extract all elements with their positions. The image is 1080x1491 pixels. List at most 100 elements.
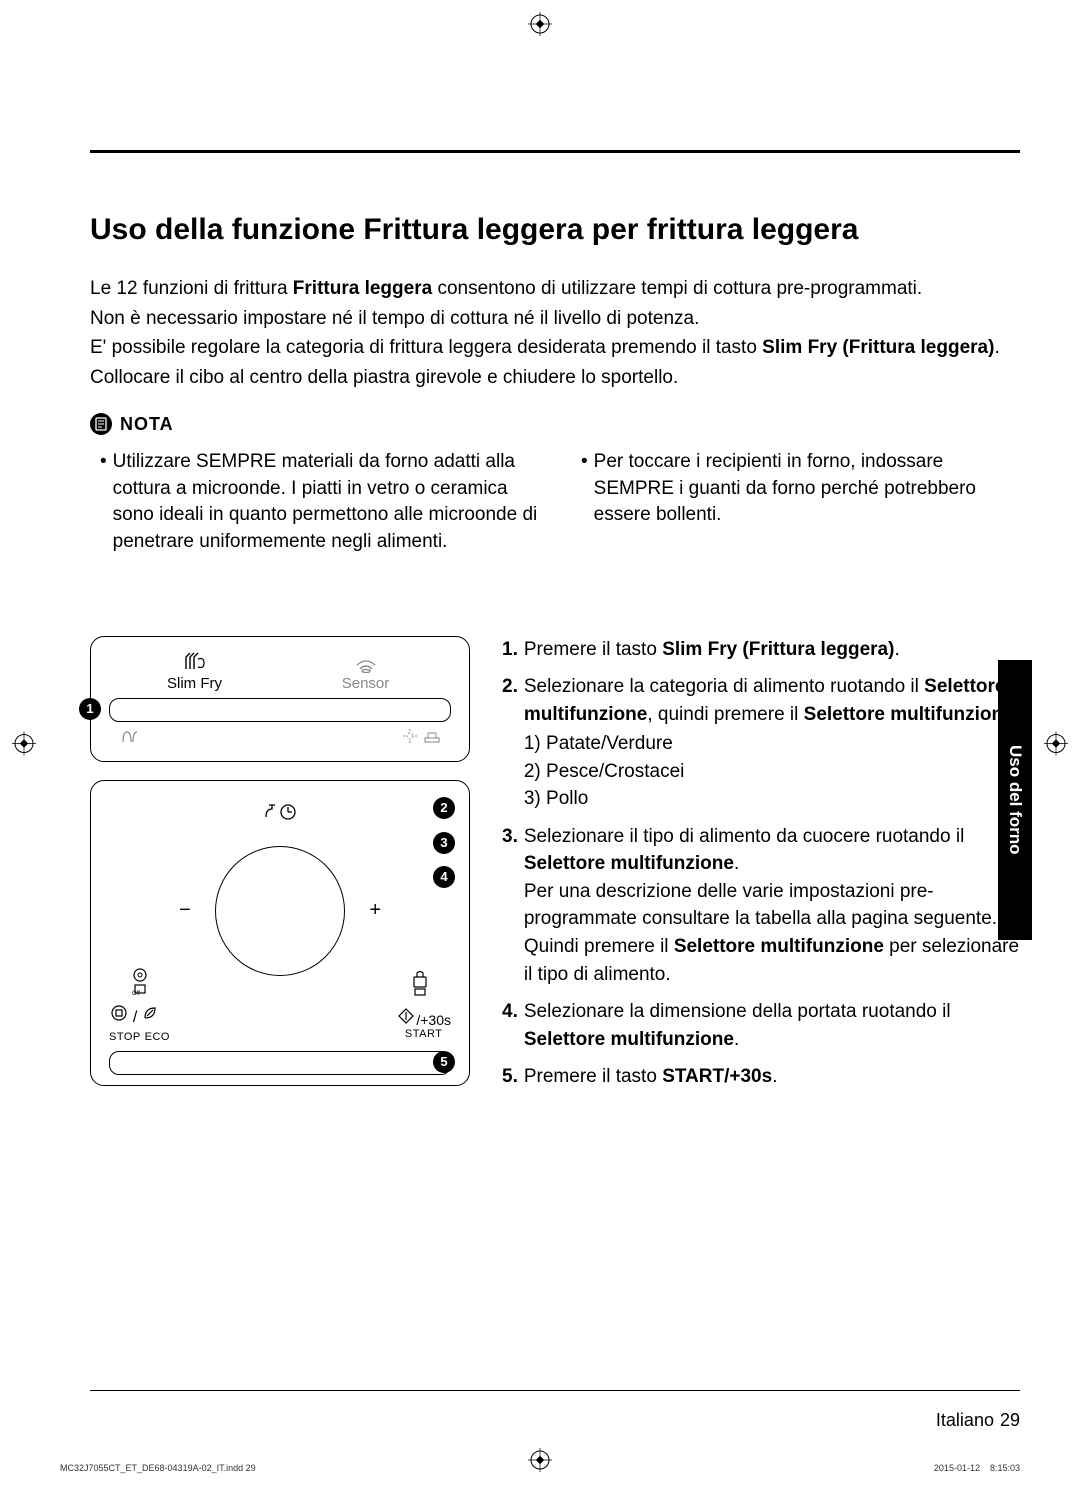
nota-label: NOTA <box>120 414 174 435</box>
callout-2: 2 <box>433 797 455 819</box>
sensor-label: Sensor <box>342 675 390 692</box>
step-5-a: Premere il tasto <box>524 1066 662 1087</box>
callout-4: 4 <box>433 866 455 888</box>
step-5-b: START/+30s <box>662 1066 772 1087</box>
lock-icon-right <box>409 967 431 1002</box>
step-1: 1. Premere il tasto Slim Fry (Frittura l… <box>502 636 1020 664</box>
crop-mark-bottom-icon <box>528 1448 552 1477</box>
bullet-dot: • <box>581 449 588 529</box>
step-2: 2. Selezionare la categoria di alimento … <box>502 673 1020 813</box>
step-5: 5. Premere il tasto START/+30s. <box>502 1063 1020 1091</box>
step-1-a: Premere il tasto <box>524 639 662 660</box>
intro-p1: Le 12 funzioni di frittura Frittura legg… <box>90 275 1020 303</box>
dial <box>215 846 345 976</box>
step-4-b: Selettore multifunzione <box>524 1029 734 1050</box>
step-3-num: 3. <box>502 823 518 988</box>
step-3-line3b: Selettore multifunzione <box>674 936 884 957</box>
note-icon <box>90 413 112 435</box>
panel-small-icons <box>109 728 451 749</box>
sensor-block: Sensor <box>301 651 431 692</box>
control-panel-dial: 2 − + 3 4 Off <box>90 780 470 1086</box>
step-5-num: 5. <box>502 1063 518 1091</box>
stop-icon <box>109 1004 129 1022</box>
plus-sign: + <box>369 899 381 922</box>
step-2-sub3: 3) Pollo <box>524 785 1020 813</box>
step-5-c: . <box>772 1066 777 1087</box>
footer-lang: Italiano <box>936 1410 994 1431</box>
start-group: /+30s START <box>396 1007 451 1040</box>
note-right-text: Per toccare i recipienti in forno, indos… <box>594 449 1020 529</box>
intro-p3a: E' possibile regolare la categoria di fr… <box>90 337 762 358</box>
side-tab-label: Uso del forno <box>1005 745 1025 855</box>
bullet-dot: • <box>100 449 107 555</box>
step-3: 3. Selezionare il tipo di alimento da cu… <box>502 823 1020 988</box>
step-1-num: 1. <box>502 636 518 664</box>
step-2-d: Selettore multifunzione <box>804 704 1014 725</box>
crop-mark-left-icon <box>12 731 36 760</box>
step-2-sub1: 1) Patate/Verdure <box>524 730 1020 758</box>
plus30-label: /+30s <box>416 1012 451 1028</box>
start-icon <box>396 1007 416 1025</box>
intro-p1b-bold: Frittura leggera <box>293 278 432 299</box>
control-panel-top: Slim Fry Sensor 1 <box>90 636 470 762</box>
step-3-line3a: Quindi premere il <box>524 936 674 957</box>
slim-fry-label: Slim Fry <box>167 675 222 692</box>
crop-mark-right-icon <box>1044 731 1068 760</box>
display-bar <box>109 698 451 722</box>
top-rule <box>90 150 1020 153</box>
footer-page: 29 <box>1000 1410 1020 1431</box>
step-3-line2: Per una descrizione delle varie impostaz… <box>524 881 997 930</box>
minus-sign: − <box>179 899 191 922</box>
crop-mark-top-icon <box>528 12 552 41</box>
step-2-sub2: 2) Pesce/Crostacei <box>524 758 1020 786</box>
notes-columns: • Utilizzare SEMPRE materiali da forno a… <box>90 449 1020 555</box>
intro-p1a: Le 12 funzioni di frittura <box>90 278 293 299</box>
slim-fry-block: Slim Fry <box>130 651 260 692</box>
intro-p2: Non è necessario impostare né il tempo d… <box>90 305 1020 333</box>
sensor-icon <box>353 651 379 673</box>
sun-icon <box>401 728 419 744</box>
display-bar-2 <box>109 1051 451 1075</box>
callout-3: 3 <box>433 832 455 854</box>
step-1-c: . <box>894 639 899 660</box>
step-3-a: Selezionare il tipo di alimento da cuoce… <box>524 826 964 847</box>
intro-block: Le 12 funzioni di frittura Frittura legg… <box>90 275 1020 391</box>
page-footer: Italiano 29 <box>936 1410 1020 1431</box>
step-3-c: . <box>734 853 739 874</box>
step-1-b: Slim Fry (Frittura leggera) <box>662 639 894 660</box>
note-left-text: Utilizzare SEMPRE materiali da forno ada… <box>113 449 539 555</box>
note-left: • Utilizzare SEMPRE materiali da forno a… <box>100 449 539 555</box>
off-label: Off <box>132 991 140 997</box>
callout-1: 1 <box>79 698 101 720</box>
bottom-rule <box>90 1390 1020 1391</box>
step-2-c: , quindi premere il <box>647 704 803 725</box>
eco-label: ECO <box>145 1031 170 1043</box>
step-4: 4. Selezionare la dimensione della porta… <box>502 998 1020 1053</box>
stop-label: STOP <box>109 1031 141 1043</box>
intro-p3: E' possibile regolare la categoria di fr… <box>90 334 1020 362</box>
print-footer-left: MC32J7055CT_ET_DE68-04319A-02_IT.indd 29 <box>60 1463 256 1473</box>
slim-fry-icon <box>182 651 208 673</box>
side-tab: Uso del forno <box>998 660 1032 940</box>
panel-small-icons-right <box>401 728 441 749</box>
intro-p3c: . <box>994 337 999 358</box>
step-2-num: 2. <box>502 673 518 813</box>
deodor-icon <box>119 728 141 744</box>
nota-heading: NOTA <box>90 413 1020 435</box>
page-title: Uso della funzione Frittura leggera per … <box>90 213 1020 247</box>
hand-timer-icon <box>260 799 300 821</box>
dish-icon-left: Off <box>129 967 151 1002</box>
callout-5: 5 <box>433 1051 455 1073</box>
steps-list: 1. Premere il tasto Slim Fry (Frittura l… <box>502 636 1020 1101</box>
stop-eco-group: / STOP ECO <box>109 1004 170 1043</box>
intro-p4: Collocare il cibo al centro della piastr… <box>90 364 1020 392</box>
step-2-a: Selezionare la categoria di alimento ruo… <box>524 676 924 697</box>
step-3-b: Selettore multifunzione <box>524 853 734 874</box>
start-label: START <box>396 1028 451 1040</box>
intro-p3b-bold: Slim Fry (Frittura leggera) <box>762 337 994 358</box>
print-footer-right: 2015-01-12 8:15:03 <box>934 1463 1020 1473</box>
eco-icon <box>141 1004 161 1022</box>
step-4-a: Selezionare la dimensione della portata … <box>524 1001 951 1022</box>
intro-p1c: consentono di utilizzare tempi di cottur… <box>432 278 922 299</box>
plate-icon <box>423 728 441 744</box>
